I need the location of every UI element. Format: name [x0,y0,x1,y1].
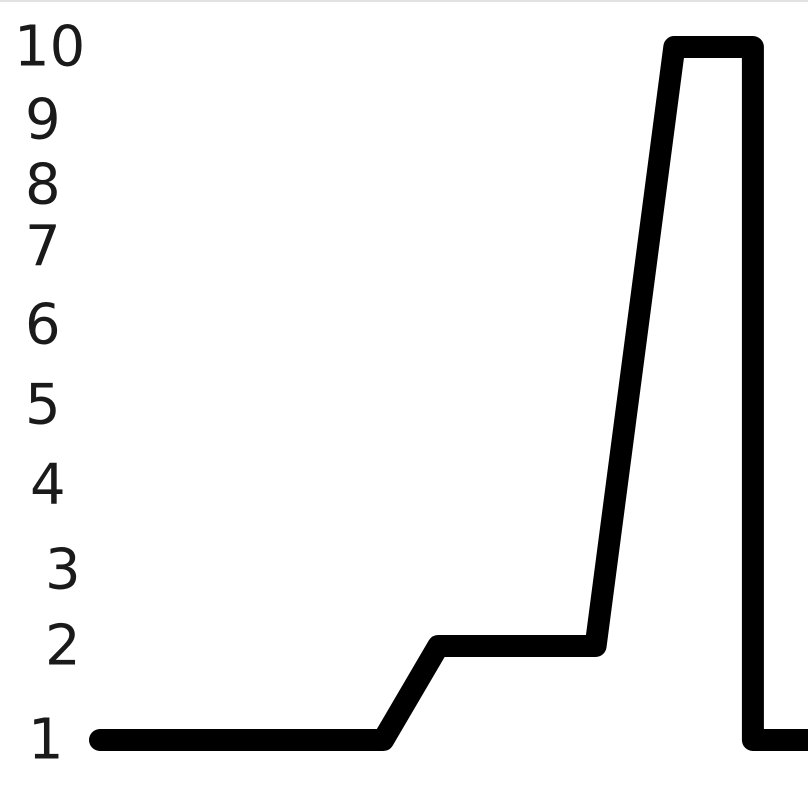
y-tick-label-8: 8 [25,153,61,218]
y-tick-label-7: 7 [25,215,61,280]
y-tick-label-6: 6 [25,293,61,358]
y-tick-label-9: 9 [25,88,61,153]
series-layer [89,36,808,751]
y-tick-label-4: 4 [30,453,66,518]
y-tick-label-3: 3 [45,538,81,603]
y-axis-tick-labels: 1 2 3 4 5 6 789 10 [14,15,85,773]
top-border [0,0,808,2]
y-tick-label-1: 1 [28,708,64,773]
y-tick-label-5: 5 [25,373,61,438]
series-line-0 [89,36,808,751]
y-tick-label-10: 10 [14,15,85,80]
y-tick-label-2: 2 [45,614,81,679]
